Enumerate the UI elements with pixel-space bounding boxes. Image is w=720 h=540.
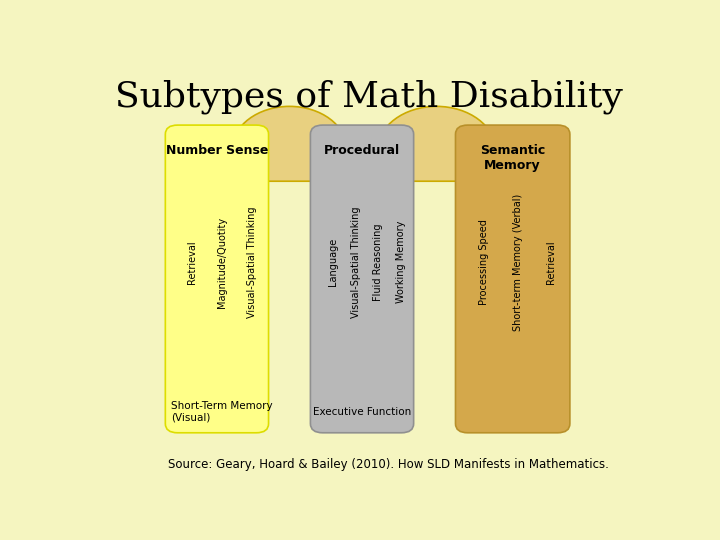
- PathPatch shape: [377, 106, 495, 181]
- Text: Executive Function: Executive Function: [313, 407, 411, 417]
- Text: Fluid Reasoning: Fluid Reasoning: [373, 224, 383, 301]
- FancyBboxPatch shape: [456, 125, 570, 433]
- Text: Retrieval: Retrieval: [546, 240, 557, 284]
- Text: Magnitude/Quotity: Magnitude/Quotity: [217, 217, 227, 308]
- Text: Procedural: Procedural: [324, 144, 400, 157]
- PathPatch shape: [233, 106, 346, 181]
- Text: Semantic
Memory: Semantic Memory: [480, 144, 545, 172]
- Text: Number Sense: Number Sense: [166, 144, 268, 157]
- Text: Retrieval: Retrieval: [187, 240, 197, 284]
- Text: Subtypes of Math Disability: Subtypes of Math Disability: [115, 79, 623, 114]
- Text: Short-term Memory (Verbal): Short-term Memory (Verbal): [513, 194, 523, 331]
- Text: Working Memory: Working Memory: [396, 221, 405, 303]
- Text: Short-Term Memory
(Visual): Short-Term Memory (Visual): [171, 401, 273, 423]
- Text: Visual-Spatial Thinking: Visual-Spatial Thinking: [247, 207, 257, 318]
- FancyBboxPatch shape: [310, 125, 414, 433]
- FancyBboxPatch shape: [166, 125, 269, 433]
- Text: Source: Geary, Hoard & Bailey (2010). How SLD Manifests in Mathematics.: Source: Geary, Hoard & Bailey (2010). Ho…: [168, 458, 609, 471]
- Text: Processing Speed: Processing Speed: [479, 219, 489, 305]
- Text: Language: Language: [328, 238, 338, 286]
- Text: Visual-Spatial Thinking: Visual-Spatial Thinking: [351, 207, 361, 318]
